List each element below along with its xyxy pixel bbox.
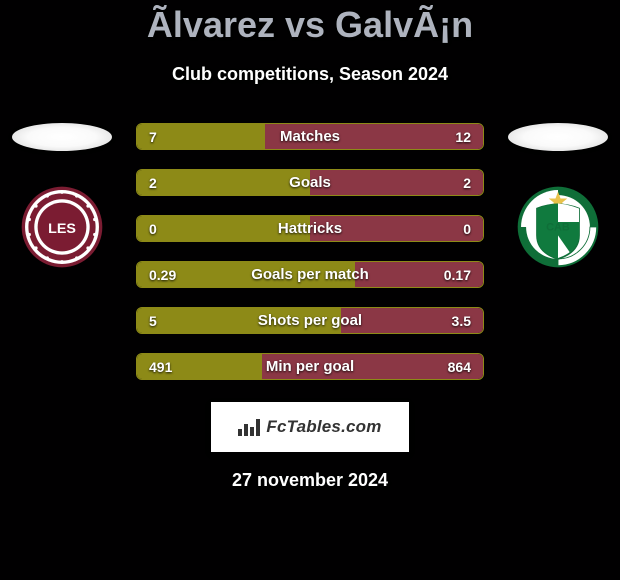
right-team-crest: CAB — [516, 185, 600, 269]
stat-fill-right — [310, 170, 483, 195]
right-player-column: CAB — [508, 123, 608, 269]
comparison-panel: LES CAB 7 12 Matches 2 2 Goals 0 0 Hattricks 0.29… — [0, 123, 620, 380]
stat-value-right: 2 — [463, 170, 471, 195]
stat-label: Shots per goal — [258, 312, 362, 329]
stat-value-right: 0.17 — [444, 262, 471, 287]
branding-badge: FcTables.com — [211, 402, 409, 452]
stats-table: 7 12 Matches 2 2 Goals 0 0 Hattricks 0.29 0.17 Goal… — [136, 123, 484, 380]
stat-row: 491 864 Min per goal — [136, 353, 484, 380]
page-title: Ãlvarez vs GalvÃ¡n — [0, 0, 620, 46]
stat-row: 0 0 Hattricks — [136, 215, 484, 242]
stat-value-right: 12 — [455, 124, 471, 149]
stat-label: Hattricks — [278, 220, 342, 237]
stat-row: 7 12 Matches — [136, 123, 484, 150]
svg-text:CAB: CAB — [546, 221, 570, 233]
stat-value-right: 864 — [448, 354, 471, 379]
stat-label: Goals — [289, 174, 331, 191]
stat-row: 5 3.5 Shots per goal — [136, 307, 484, 334]
stat-value-left: 491 — [149, 354, 172, 379]
left-team-crest: LES — [20, 185, 104, 269]
stat-value-left: 2 — [149, 170, 157, 195]
left-player-column: LES — [12, 123, 112, 269]
banfield-crest-icon: CAB — [516, 185, 600, 269]
left-player-avatar — [12, 123, 112, 151]
branding-label: FcTables.com — [266, 417, 381, 437]
stat-row: 0.29 0.17 Goals per match — [136, 261, 484, 288]
comparison-date: 27 november 2024 — [0, 470, 620, 491]
right-player-avatar — [508, 123, 608, 151]
stat-value-left: 5 — [149, 308, 157, 333]
stat-row: 2 2 Goals — [136, 169, 484, 196]
stat-value-left: 0.29 — [149, 262, 176, 287]
stat-label: Min per goal — [266, 358, 354, 375]
stat-value-left: 7 — [149, 124, 157, 149]
stat-label: Matches — [280, 128, 340, 145]
stat-fill-left — [137, 170, 310, 195]
stat-value-right: 3.5 — [452, 308, 471, 333]
stat-label: Goals per match — [251, 266, 369, 283]
svg-text:LES: LES — [48, 221, 76, 237]
page-subtitle: Club competitions, Season 2024 — [0, 64, 620, 85]
bar-chart-icon — [238, 418, 260, 436]
stat-value-left: 0 — [149, 216, 157, 241]
stat-value-right: 0 — [463, 216, 471, 241]
lanus-crest-icon: LES — [20, 185, 104, 269]
